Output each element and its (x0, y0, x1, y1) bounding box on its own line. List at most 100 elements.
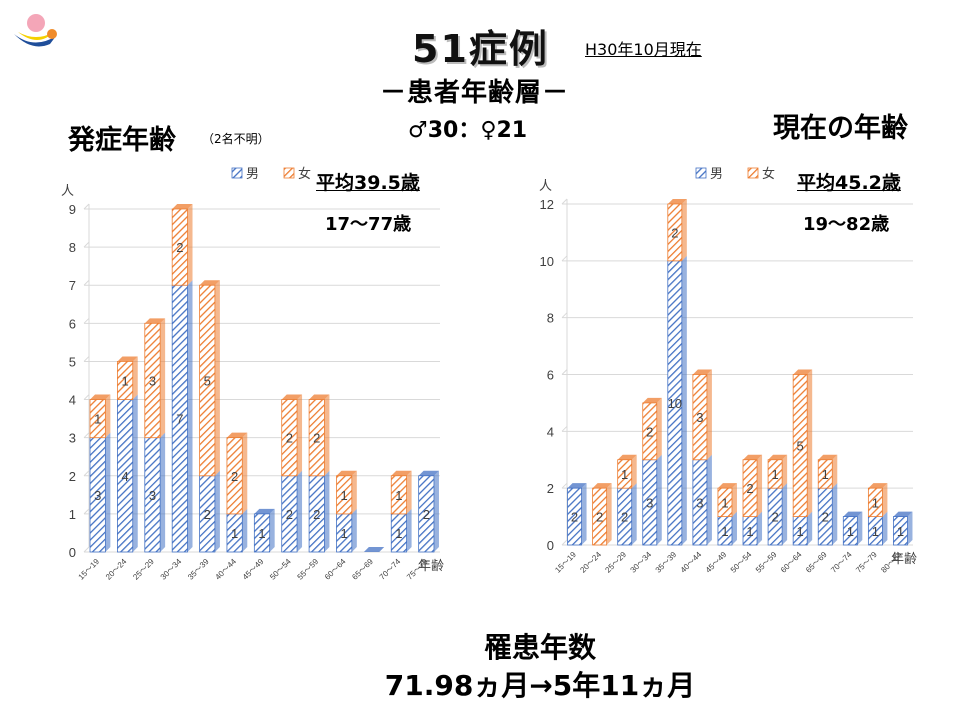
bar-value-label: 2 (313, 431, 320, 446)
y-tick-label: 6 (547, 368, 554, 383)
bar-value-label: 2 (621, 510, 628, 525)
x-tick-label: 45～49 (241, 557, 266, 582)
y-axis-label: 人 (61, 183, 74, 198)
bar-side (807, 511, 813, 545)
bar-side (105, 432, 111, 552)
bar-value-label: 1 (231, 526, 238, 541)
page-title: 51症例 (412, 27, 549, 71)
y-axis-label: 人 (539, 178, 552, 193)
bar-value-label: 2 (313, 507, 320, 522)
bar-value-label: 2 (204, 507, 211, 522)
bar-side (631, 454, 637, 489)
bar-side (324, 394, 330, 476)
y-tick-label: 9 (69, 202, 76, 217)
bar-side (187, 204, 193, 286)
y-tick-label: 7 (69, 278, 76, 293)
bar-side (681, 199, 687, 261)
bar-side (706, 369, 712, 460)
x-tick-label: 70～74 (378, 557, 403, 582)
y-tick-label: 4 (69, 393, 76, 408)
bar-side (681, 255, 687, 546)
bar-side (351, 508, 357, 552)
legend-swatch (695, 167, 707, 179)
bar-top (768, 454, 788, 460)
legend-label: 男 (246, 166, 259, 181)
x-tick-label: 65～69 (350, 557, 375, 582)
x-tick-label: 50～54 (268, 557, 293, 582)
bar-side (731, 511, 737, 545)
page-subtitle: －患者年齢層－ (380, 78, 570, 108)
bar-side (214, 470, 220, 552)
bar-side (269, 508, 275, 552)
bar-top (868, 483, 888, 489)
bar-top (667, 199, 687, 204)
bar-value-label: 10 (668, 396, 682, 411)
bar-value-label: 3 (149, 374, 156, 389)
y-tick-label: 10 (540, 254, 554, 269)
left-chart-heading: 発症年齢 (68, 125, 176, 156)
bar-side (731, 483, 737, 517)
x-tick-label: 45～49 (704, 550, 729, 575)
bar-value-label: 1 (395, 526, 402, 541)
left-chart-average: 平均39.5歳 (316, 172, 420, 194)
bar-side (187, 280, 193, 552)
right-chart-heading: 現在の年齢 (773, 113, 908, 144)
y-tick-label: 12 (540, 197, 554, 212)
bar-value-label: 5 (797, 439, 804, 454)
bar-value-label: 2 (671, 225, 678, 240)
bar-side (656, 397, 662, 460)
bar-value-label: 3 (149, 488, 156, 503)
bar-top (617, 454, 637, 460)
bar-top (336, 470, 357, 476)
right-chart-range: 19～82歳 (803, 214, 890, 235)
bar-value-label: 7 (176, 412, 183, 427)
bar-top (309, 394, 330, 400)
bar-side (132, 394, 138, 552)
bar-value-label: 3 (646, 495, 653, 510)
duration-value: 71.98ヵ月→5年11ヵ月 (384, 669, 696, 702)
bar-top (818, 454, 838, 460)
bar-value-label: 1 (746, 524, 753, 539)
bar-value-label: 2 (646, 424, 653, 439)
as-of-date: H30年10月現在 (585, 40, 702, 59)
bar-value-label: 2 (423, 507, 430, 522)
bar-value-label: 2 (231, 469, 238, 484)
bar-value-label: 1 (721, 495, 728, 510)
bar-value-label: 2 (771, 510, 778, 525)
bar-top (226, 432, 248, 438)
bar-value-label: 2 (176, 240, 183, 255)
bar-top (717, 483, 737, 489)
bar-value-label: 2 (286, 431, 293, 446)
legend-swatch (231, 167, 243, 179)
bar-value-label: 2 (822, 510, 829, 525)
bar-side (757, 511, 763, 545)
bar-side (406, 470, 412, 514)
bar-top (642, 397, 662, 403)
bar-value-label: 1 (771, 467, 778, 482)
y-tick-label: 1 (69, 507, 76, 522)
bar-side (132, 356, 138, 400)
bar-value-label: 5 (204, 374, 211, 389)
bar-value-label: 1 (822, 467, 829, 482)
bar-top (592, 483, 612, 489)
x-tick-label: 40～44 (213, 557, 238, 582)
bar-value-label: 3 (696, 410, 703, 425)
bar-value-label: 1 (341, 488, 348, 503)
bar-side (656, 454, 662, 545)
bar-top (893, 511, 913, 517)
bar-value-label: 3 (696, 495, 703, 510)
bar-side (631, 483, 637, 545)
x-tick-label: 50～54 (729, 550, 754, 575)
x-tick-label: 55～59 (296, 557, 321, 582)
bar-side (882, 511, 888, 545)
x-tick-label: 55～59 (754, 550, 779, 575)
bar-top (90, 394, 111, 400)
bar-value-label: 1 (258, 526, 265, 541)
bar-side (782, 454, 788, 489)
bar-value-label: 1 (872, 495, 879, 510)
bar-value-label: 1 (94, 412, 101, 427)
bar-side (581, 483, 587, 545)
bar-top (793, 369, 813, 375)
bar-top (418, 470, 439, 476)
